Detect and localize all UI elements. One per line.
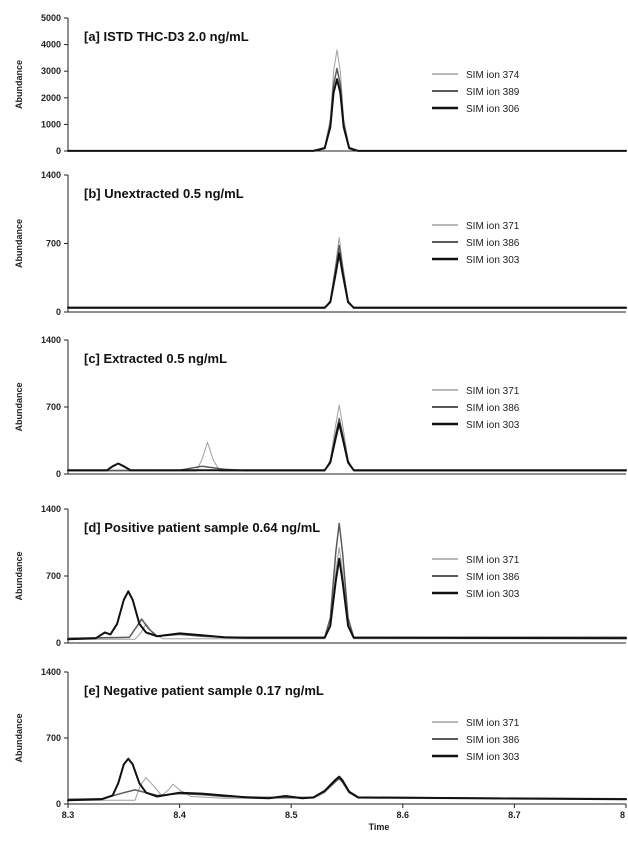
x-tick-label: 8.4: [173, 810, 186, 820]
legend-label: SIM ion 374: [466, 70, 520, 81]
legend-label: SIM ion 386: [466, 403, 520, 414]
y-tick-label: 700: [46, 733, 61, 743]
legend-label: SIM ion 371: [466, 386, 520, 397]
y-tick-label: 1000: [41, 119, 61, 129]
y-tick-label: 1400: [41, 335, 61, 345]
panel-title: [e] Negative patient sample 0.17 ng/mL: [84, 683, 324, 698]
legend-label: SIM ion 386: [466, 735, 520, 746]
y-tick-label: 5000: [41, 13, 61, 23]
legend-label: SIM ion 306: [466, 104, 520, 115]
y-axis-label: Abundance: [14, 382, 24, 431]
series-line-sim-ion-386: [67, 417, 627, 472]
x-axis-label: Time: [369, 822, 390, 832]
series-line-sim-ion-371: [67, 546, 627, 640]
legend-label: SIM ion 371: [466, 221, 520, 232]
series-line-sim-ion-303: [67, 422, 627, 472]
chart-panel-3: 0 700 1400 Abundance [c] Extracted 0.5 ng/mL…: [14, 335, 627, 479]
legend-label: SIM ion 371: [466, 555, 520, 566]
y-tick-label: 4000: [41, 40, 61, 50]
y-tick-label: 0: [56, 799, 61, 809]
legend-label: SIM ion 371: [466, 718, 520, 729]
y-tick-label: 3000: [41, 66, 61, 76]
legend-label: SIM ion 303: [466, 420, 520, 431]
x-tick-label: 8.6: [397, 810, 410, 820]
legend-label: SIM ion 386: [466, 572, 520, 583]
y-tick-label: 2000: [41, 93, 61, 103]
y-axis-label: Abundance: [14, 713, 24, 762]
series-line-sim-ion-303: [67, 252, 627, 309]
legend-label: SIM ion 303: [466, 752, 520, 763]
panel-title: [d] Positive patient sample 0.64 ng/mL: [84, 520, 320, 535]
panel-title: [b] Unextracted 0.5 ng/mL: [84, 186, 244, 201]
chart-panel-1: 0 1000 2000 3000 4000 5000 Abundance [a] ISTD T…: [14, 13, 627, 156]
y-tick-label: 0: [56, 307, 61, 317]
y-axis-label: Abundance: [14, 219, 24, 268]
legend-label: SIM ion 303: [466, 589, 520, 600]
y-tick-label: 1400: [41, 504, 61, 514]
chart-panel-2: 0 700 1400 Abundance [b] Unextracted 0.5 ng/…: [14, 170, 627, 317]
x-tick-label: 8.3: [62, 810, 75, 820]
legend-label: SIM ion 386: [466, 238, 520, 249]
y-tick-label: 1400: [41, 667, 61, 677]
x-tick-label: 8.7: [508, 810, 521, 820]
y-axis-label: Abundance: [14, 551, 24, 600]
y-tick-label: 0: [56, 469, 61, 479]
y-tick-label: 0: [56, 146, 61, 156]
x-tick-label: 8.5: [285, 810, 298, 820]
series-line-sim-ion-303: [67, 757, 627, 802]
y-tick-label: 700: [46, 239, 61, 249]
panel-title: [c] Extracted 0.5 ng/mL: [84, 351, 227, 366]
y-tick-label: 700: [46, 402, 61, 412]
chart-panel-5: 0 700 1400 Abundance 8.3 8.4 8.5 8.6 8.7 8 Time [e]…: [14, 667, 627, 832]
y-tick-label: 0: [56, 638, 61, 648]
series-line-sim-ion-306: [67, 78, 627, 152]
y-tick-label: 700: [46, 571, 61, 581]
legend-label: SIM ion 389: [466, 87, 520, 98]
series-line-sim-ion-303: [67, 557, 627, 641]
panel-title: [a] ISTD THC-D3 2.0 ng/mL: [84, 29, 249, 44]
chart-panel-4: 0 700 1400 Abundance [d] Positive patient sa…: [14, 504, 627, 648]
y-axis-label: Abundance: [14, 60, 24, 109]
x-tick-label: 8: [620, 810, 625, 820]
legend-label: SIM ion 303: [466, 255, 520, 266]
y-tick-label: 1400: [41, 170, 61, 180]
